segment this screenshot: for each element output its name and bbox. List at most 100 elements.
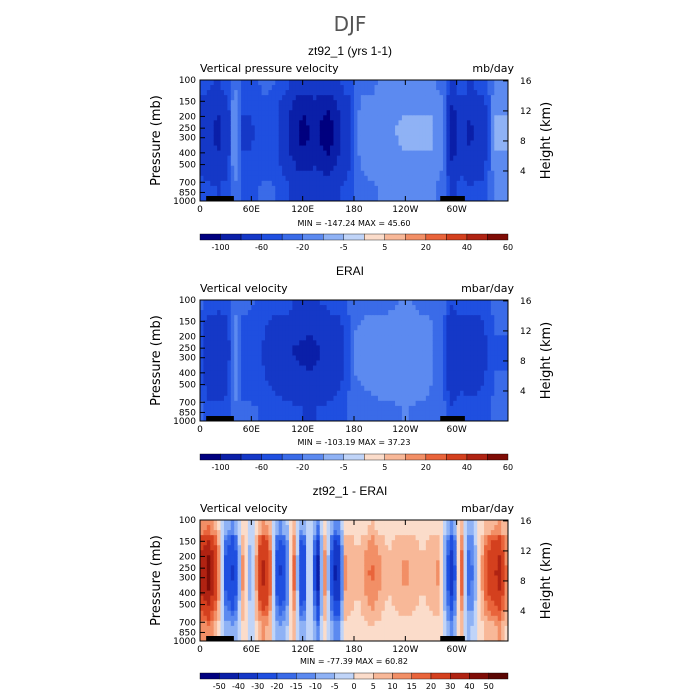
heatmap-cell: [237, 615, 242, 622]
colorbar-swatch: [364, 233, 385, 241]
heatmap-cell: [278, 330, 283, 336]
heatmap-cell: [408, 140, 413, 147]
heatmap-cell: [230, 140, 235, 147]
heatmap-cell: [391, 110, 396, 116]
heatmap-cell: [401, 140, 406, 147]
heatmap-cell: [330, 390, 335, 397]
heatmap-cell: [494, 95, 499, 101]
heatmap-cell: [490, 165, 495, 172]
heatmap-cell: [268, 90, 273, 96]
heatmap-cell: [241, 315, 246, 321]
heatmap-cell: [422, 365, 427, 372]
heatmap-cell: [453, 115, 458, 121]
heatmap-cell: [401, 190, 406, 197]
heatmap-cell: [460, 310, 465, 316]
heatmap-cell: [210, 350, 215, 357]
heatmap-cell: [278, 185, 283, 192]
heatmap-cell: [254, 320, 259, 326]
heatmap-cell: [449, 180, 454, 187]
heatmap-cell: [258, 185, 263, 192]
heatmap-cell: [285, 400, 290, 407]
heatmap-cell: [306, 130, 311, 137]
y-tick-label: 250: [179, 344, 196, 354]
heatmap-cell: [422, 360, 427, 367]
heatmap-cell: [395, 130, 400, 137]
heatmap-cell: [326, 375, 331, 382]
heatmap-cell: [391, 130, 396, 137]
heatmap-cell: [384, 415, 389, 421]
heatmap-cell: [237, 390, 242, 397]
heatmap-cell: [494, 325, 499, 331]
heatmap-cell: [477, 330, 482, 336]
heatmap-cell: [336, 380, 341, 387]
heatmap-cell: [237, 575, 242, 582]
heatmap-cell: [268, 380, 273, 387]
heatmap-cell: [254, 130, 259, 137]
heatmap-cell: [282, 170, 287, 177]
heatmap-cell: [210, 90, 215, 96]
heatmap-cell: [377, 85, 382, 91]
heatmap-cell: [247, 400, 252, 407]
heatmap-cell: [388, 190, 393, 197]
heatmap-cell: [343, 325, 348, 331]
heatmap-cell: [227, 525, 232, 531]
heatmap-cell: [401, 355, 406, 362]
heatmap-cell: [265, 575, 270, 582]
heatmap-cell: [395, 180, 400, 187]
heatmap-cell: [391, 180, 396, 187]
heatmap-cell: [439, 160, 444, 167]
heatmap-cell: [466, 105, 471, 111]
heatmap-cell: [319, 355, 324, 362]
heatmap-cell: [203, 625, 208, 632]
heatmap-cell: [470, 330, 475, 336]
heatmap-cell: [432, 395, 437, 402]
heatmap-cell: [278, 375, 283, 382]
heatmap-cell: [480, 115, 485, 121]
heatmap-cell: [343, 360, 348, 367]
heatmap-cell: [432, 190, 437, 197]
heatmap-cell: [419, 370, 424, 377]
heatmap-cell: [330, 85, 335, 91]
heatmap-cell: [470, 355, 475, 362]
heatmap-cell: [497, 355, 502, 362]
heatmap-cell: [340, 305, 345, 311]
heatmap-cell: [330, 100, 335, 106]
heatmap-cell: [449, 305, 454, 311]
heatmap-cell: [367, 370, 372, 377]
heatmap-cell: [312, 90, 317, 96]
heatmap-cell: [217, 565, 222, 572]
heatmap-cell: [419, 350, 424, 357]
heatmap-cell: [347, 410, 352, 417]
heatmap-cell: [466, 85, 471, 91]
heatmap-cell: [275, 370, 280, 377]
heatmap-cell: [200, 305, 205, 311]
heatmap-cell: [271, 110, 276, 116]
heatmap-cell: [501, 165, 506, 172]
heatmap-cell: [213, 115, 218, 121]
heatmap-cell: [360, 110, 365, 116]
heatmap-cell: [381, 330, 386, 336]
heatmap-cell: [213, 355, 218, 362]
heatmap-cell: [343, 150, 348, 157]
heatmap-cell: [288, 110, 293, 116]
heatmap-cell: [244, 330, 249, 336]
heatmap-cell: [408, 415, 413, 421]
heatmap-cell: [388, 350, 393, 357]
heatmap-cell: [326, 335, 331, 341]
heatmap-cell: [234, 405, 239, 412]
heatmap-cell: [217, 90, 222, 96]
heatmap-cell: [316, 130, 321, 137]
heatmap-cell: [463, 145, 468, 152]
x-tick-label: 60W: [446, 425, 466, 435]
heatmap-cell: [206, 545, 211, 551]
x-tick-label: 120E: [291, 425, 314, 435]
heatmap-cell: [275, 390, 280, 397]
heatmap-cell: [265, 165, 270, 172]
heatmap-cell: [220, 595, 225, 602]
heatmap-cell: [357, 145, 362, 152]
heatmap-cell: [288, 355, 293, 362]
heatmap-cell: [350, 115, 355, 121]
heatmap-cell: [261, 530, 266, 536]
heatmap-cell: [302, 95, 307, 101]
heatmap-cell: [223, 375, 228, 382]
